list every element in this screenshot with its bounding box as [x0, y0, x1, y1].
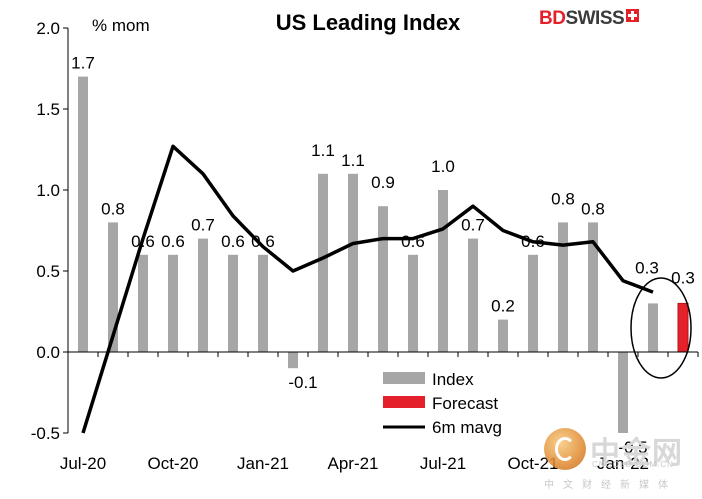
- data-labels: 1.70.80.6 0.60.70.6 0.6-0.11.11.10.90.61.0…: [71, 54, 695, 457]
- y-tick-label: 0.0: [36, 343, 60, 362]
- data-label: 0.2: [491, 297, 515, 316]
- index-bar: [108, 222, 118, 352]
- y-axis-ticks: -0.5 0.0 0.5 1.0 1.5 2.0: [31, 19, 68, 443]
- data-label: 1.1: [311, 141, 335, 160]
- data-label: 0.3: [671, 268, 695, 287]
- moving-average-line: [81, 144, 654, 434]
- y-axis-label: % mom: [92, 16, 150, 35]
- data-label: 1.1: [341, 151, 365, 170]
- y-tick-label: 2.0: [36, 19, 60, 38]
- bars: [78, 76, 689, 433]
- legend-index-swatch: [383, 372, 425, 384]
- index-bar: [228, 254, 238, 352]
- data-label: 0.8: [101, 199, 125, 218]
- watermark-subtitle: 中文财经新媒体: [544, 480, 677, 491]
- index-bar: [558, 222, 568, 352]
- forecast-bar: [677, 302, 689, 353]
- index-bar: [138, 254, 148, 352]
- forecast-highlight-circle: [630, 277, 692, 379]
- brand-logo-part-swiss: SWISS: [565, 8, 625, 29]
- index-bar: [618, 352, 628, 433]
- data-label: 0.3: [635, 258, 659, 277]
- x-tick-label: Jul-21: [420, 454, 466, 473]
- legend-forecast-label: Forecast: [432, 394, 498, 413]
- data-label: 0.8: [581, 199, 605, 218]
- index-bar: [78, 76, 88, 352]
- x-tick-label: Jan-22: [597, 454, 649, 473]
- index-bar: [408, 254, 418, 352]
- index-bar: [498, 319, 508, 352]
- data-label: 0.6: [161, 232, 185, 251]
- index-bar: [438, 190, 448, 352]
- index-bar: [378, 206, 388, 352]
- data-label: 1.0: [431, 157, 455, 176]
- index-bar: [318, 173, 328, 352]
- watermark-url: CNGOLD.COM.CN: [592, 460, 674, 469]
- watermark: 中金网 CNGOLD.COM.CN 中文财经新媒体: [540, 424, 700, 494]
- legend-forecast-swatch: [383, 396, 425, 408]
- index-bar: [648, 303, 658, 352]
- brand-logo: BD SWISS: [539, 8, 640, 30]
- index-bar: [588, 222, 598, 352]
- moving-average-line-group: [81, 144, 654, 434]
- index-bar: [168, 254, 178, 352]
- y-tick-label: 1.5: [36, 100, 60, 119]
- data-label: 0.6: [251, 232, 275, 251]
- index-bar: [258, 254, 268, 352]
- index-bar: [348, 173, 358, 352]
- data-label: 0.7: [191, 216, 215, 235]
- index-bar: [288, 352, 298, 369]
- chart-title: US Leading Index: [276, 10, 461, 35]
- legend-index-label: Index: [432, 370, 474, 389]
- legend-mavg-label: 6m mavg: [432, 418, 502, 437]
- legend: Index Forecast 6m mavg: [383, 370, 502, 437]
- index-bar: [528, 254, 538, 352]
- x-tick-label: Oct-20: [147, 454, 198, 473]
- swiss-cross-icon: [626, 8, 640, 22]
- x-tick-label: Jul-20: [60, 454, 106, 473]
- gold-coin-icon: [544, 428, 586, 470]
- watermark-title: 中金网: [590, 437, 683, 470]
- data-label: -0.1: [288, 373, 317, 392]
- brand-logo-part-bd: BD: [539, 8, 566, 29]
- axes: [67, 28, 698, 433]
- data-label: -0.5: [618, 438, 647, 457]
- data-label: 1.7: [71, 54, 95, 73]
- x-tick-label: Apr-21: [327, 454, 378, 473]
- data-label: 0.9: [371, 173, 395, 192]
- y-tick-label: 0.5: [36, 262, 60, 281]
- y-tick-label: -0.5: [31, 424, 60, 443]
- data-label: 0.6: [221, 232, 245, 251]
- data-label: 0.7: [461, 216, 485, 235]
- x-tick-label: Jan-21: [237, 454, 289, 473]
- data-label: 0.8: [551, 189, 575, 208]
- y-tick-label: 1.0: [36, 181, 60, 200]
- index-bar: [198, 238, 208, 352]
- index-bar: [468, 238, 478, 352]
